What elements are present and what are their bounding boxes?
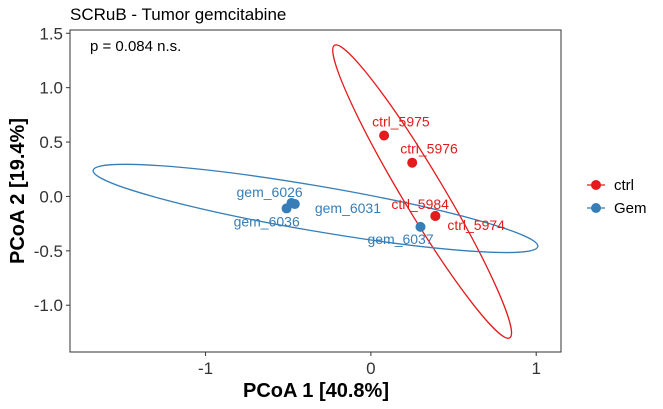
y-axis-title: PCoA 2 [19.4%]	[7, 118, 29, 264]
x-axis-title: PCoA 1 [40.8%]	[243, 380, 389, 402]
chart-title: SCRuB - Tumor gemcitabine	[70, 5, 286, 24]
point-label-ctrl_5974: ctrl_5974	[447, 217, 505, 233]
points-layer	[281, 130, 441, 232]
y-tick-label: 1.0	[39, 79, 63, 98]
point-gem_6037	[415, 221, 426, 232]
x-tick-label: 0	[366, 359, 375, 378]
legend-key-gem	[591, 203, 601, 213]
plot-panel	[69, 29, 562, 353]
legend-key-ctrl	[591, 180, 601, 190]
point-label-ctrl_5984: ctrl_5984	[391, 196, 449, 212]
point-ctrl_5976	[407, 157, 418, 168]
p-value-annotation: p = 0.084 n.s.	[90, 38, 181, 55]
y-tick-label: -0.5	[34, 242, 63, 261]
point-gem_6031	[289, 199, 300, 210]
point-label-gem_6026: gem_6026	[237, 184, 303, 200]
point-label-gem_6031: gem_6031	[315, 200, 381, 216]
ellipse-layer	[92, 44, 539, 339]
y-tick-label: 1.5	[39, 24, 63, 43]
y-tick-label: 0.0	[39, 187, 63, 206]
x-tick-label: 1	[531, 359, 540, 378]
legend-label-ctrl: ctrl	[614, 177, 634, 194]
legend-label-gem: Gem	[614, 200, 647, 217]
point-label-ctrl_5976: ctrl_5976	[400, 141, 458, 157]
point-label-gem_6036: gem_6036	[234, 213, 300, 229]
labels-layer: ctrl_5975 ctrl_5976 ctrl_5984 ctrl_5974 gem_…	[234, 114, 506, 247]
legend: ctrl Gem	[587, 177, 647, 217]
point-ctrl_5974	[430, 211, 441, 222]
point-ctrl_5975	[379, 130, 390, 141]
point-label-ctrl_5975: ctrl_5975	[372, 114, 430, 130]
y-tick-label: 0.5	[39, 133, 63, 152]
x-axis: -1 0 1	[198, 352, 541, 378]
y-axis: -1.0 -0.5 0.0 0.5 1.0 1.5	[34, 24, 70, 315]
ellipse-gem	[92, 163, 539, 254]
y-tick-label: -1.0	[34, 296, 63, 315]
point-gem_6036	[281, 203, 292, 214]
x-tick-label: -1	[198, 359, 213, 378]
point-label-gem_6037: gem_6037	[367, 231, 433, 247]
